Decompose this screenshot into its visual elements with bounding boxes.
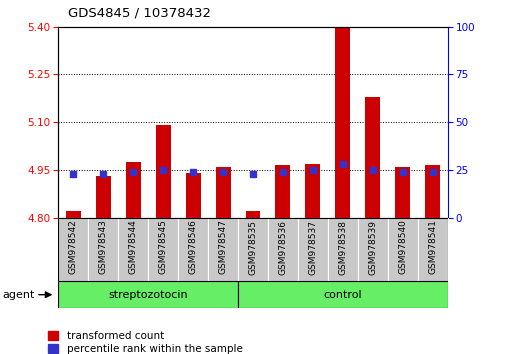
Bar bbox=[148, 218, 178, 281]
Bar bbox=[417, 218, 447, 281]
Bar bbox=[95, 176, 111, 218]
Text: GSM978543: GSM978543 bbox=[98, 219, 108, 274]
Text: GSM978535: GSM978535 bbox=[248, 219, 257, 275]
Bar bbox=[58, 218, 88, 281]
Bar bbox=[178, 218, 208, 281]
Bar bbox=[66, 211, 80, 218]
Bar bbox=[245, 211, 260, 218]
Bar bbox=[118, 218, 148, 281]
Bar bbox=[268, 218, 297, 281]
Text: GSM978546: GSM978546 bbox=[188, 219, 197, 274]
Text: GSM978545: GSM978545 bbox=[158, 219, 167, 274]
Bar bbox=[275, 165, 290, 218]
Bar bbox=[58, 281, 237, 308]
Text: GSM978542: GSM978542 bbox=[69, 219, 78, 274]
Bar bbox=[365, 97, 380, 218]
Bar bbox=[387, 218, 417, 281]
Text: GSM978540: GSM978540 bbox=[397, 219, 407, 274]
Text: streptozotocin: streptozotocin bbox=[108, 290, 187, 300]
Text: GDS4845 / 10378432: GDS4845 / 10378432 bbox=[68, 6, 211, 19]
Text: control: control bbox=[323, 290, 362, 300]
Text: agent: agent bbox=[3, 290, 35, 300]
Bar bbox=[156, 125, 170, 218]
Text: GSM978544: GSM978544 bbox=[128, 219, 137, 274]
Bar bbox=[335, 27, 349, 218]
Bar bbox=[237, 281, 447, 308]
Bar bbox=[327, 218, 357, 281]
Bar bbox=[88, 218, 118, 281]
Bar bbox=[305, 164, 320, 218]
Bar bbox=[357, 218, 387, 281]
Bar bbox=[297, 218, 327, 281]
Bar bbox=[394, 167, 410, 218]
Text: GSM978536: GSM978536 bbox=[278, 219, 287, 275]
Bar bbox=[208, 218, 237, 281]
Text: GSM978541: GSM978541 bbox=[427, 219, 436, 274]
Bar bbox=[215, 167, 230, 218]
Text: GSM978538: GSM978538 bbox=[338, 219, 347, 275]
Text: GSM978539: GSM978539 bbox=[368, 219, 377, 275]
Legend: transformed count, percentile rank within the sample: transformed count, percentile rank withi… bbox=[48, 331, 242, 354]
Text: GSM978537: GSM978537 bbox=[308, 219, 317, 275]
Bar bbox=[185, 173, 200, 218]
Bar bbox=[237, 218, 268, 281]
Bar bbox=[425, 165, 439, 218]
Bar bbox=[125, 162, 140, 218]
Text: GSM978547: GSM978547 bbox=[218, 219, 227, 274]
